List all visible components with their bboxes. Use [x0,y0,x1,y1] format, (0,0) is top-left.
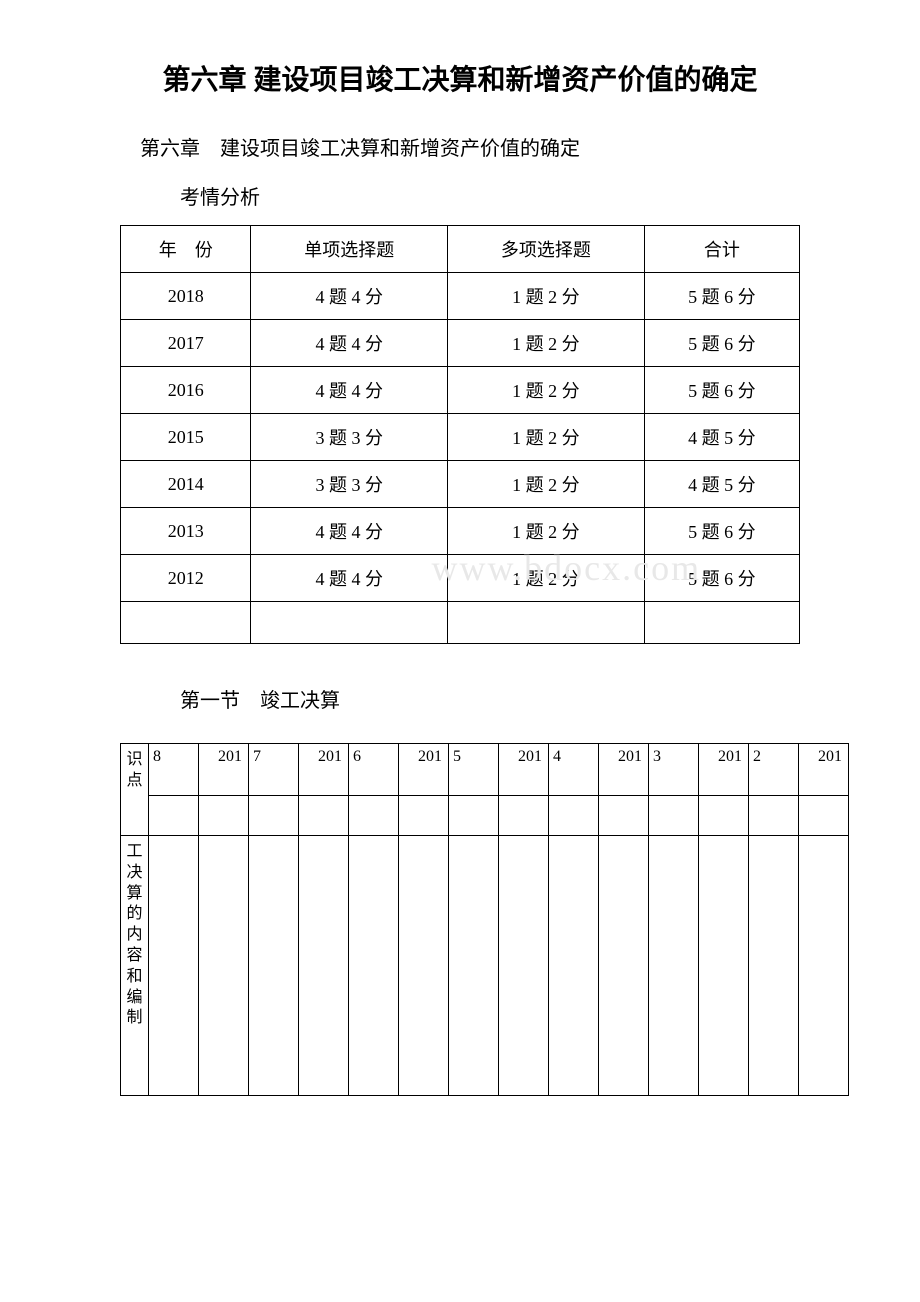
table-row: 工决算的内容和编制 [121,836,849,1096]
empty-cell [549,796,599,836]
empty-cell [649,836,699,1096]
year-prefix-cell: 201 [599,744,649,796]
table-row: 20164 题 4 分1 题 2 分5 题 6 分 [121,367,800,414]
table-row: 识点 8 201 7 201 6 201 5 201 4 201 3 201 2… [121,744,849,796]
table-cell: 3 题 3 分 [251,461,448,508]
table-cell: 1 题 2 分 [448,367,645,414]
empty-cell [499,796,549,836]
table-header: 单项选择题 [251,226,448,273]
empty-cell [449,796,499,836]
year-suffix-cell: 4 [549,744,599,796]
analysis-label: 考情分析 [180,181,840,210]
table-row: 20124 题 4 分www.bdocx.com1 题 2 分5 题 6 分 [121,555,800,602]
empty-cell [349,796,399,836]
empty-cell [699,836,749,1096]
table-cell: 4 题 4 分 [251,273,448,320]
table-cell: 4 题 4 分www.bdocx.com [251,555,448,602]
year-suffix-cell: 3 [649,744,699,796]
table-cell: 1 题 2 分 [448,555,645,602]
table-cell: 2018 [121,273,251,320]
table-cell: 4 题 4 分 [251,367,448,414]
table-cell: 2012 [121,555,251,602]
empty-cell [749,836,799,1096]
year-suffix-cell: 2 [749,744,799,796]
empty-cell [749,796,799,836]
table-cell: 5 题 6 分 [644,508,799,555]
empty-cell [649,796,699,836]
table-row: 20153 题 3 分1 题 2 分4 题 5 分 [121,414,800,461]
table-header: 多项选择题 [448,226,645,273]
year-prefix-cell: 201 [299,744,349,796]
analysis-table: 年 份 单项选择题 多项选择题 合计 20184 题 4 分1 题 2 分5 题… [120,225,800,644]
table-cell [448,602,645,644]
year-suffix-cell: 5 [449,744,499,796]
knowledge-table: 识点 8 201 7 201 6 201 5 201 4 201 3 201 2… [120,743,849,1096]
analysis-table-body: 20184 题 4 分1 题 2 分5 题 6 分20174 题 4 分1 题 … [121,273,800,644]
table-cell: 2013 [121,508,251,555]
year-prefix-cell: 201 [699,744,749,796]
table-cell: 2015 [121,414,251,461]
empty-cell [799,796,849,836]
year-prefix-cell: 201 [199,744,249,796]
empty-cell [549,836,599,1096]
table-cell: 4 题 4 分 [251,320,448,367]
main-title: 第六章 建设项目竣工决算和新增资产价值的确定 [80,60,840,102]
table-cell: 2016 [121,367,251,414]
table-row [121,602,800,644]
year-suffix-cell: 7 [249,744,299,796]
empty-cell [599,796,649,836]
chapter-subtitle: 第六章 建设项目竣工决算和新增资产价值的确定 [140,132,840,161]
table-cell: 2014 [121,461,251,508]
table-cell: 4 题 5 分 [644,461,799,508]
year-prefix-cell: 201 [799,744,849,796]
empty-cell [449,836,499,1096]
table-cell: 2017 [121,320,251,367]
table-cell: 1 题 2 分 [448,414,645,461]
year-suffix-cell: 6 [349,744,399,796]
table-row: 20174 题 4 分1 题 2 分5 题 6 分 [121,320,800,367]
year-suffix-cell: 8 [149,744,199,796]
table-cell: 5 题 6 分 [644,320,799,367]
table-row: 20184 题 4 分1 题 2 分5 题 6 分 [121,273,800,320]
table-cell: 1 题 2 分 [448,320,645,367]
empty-cell [149,796,199,836]
empty-cell [149,836,199,1096]
empty-cell [399,796,449,836]
table-header-row: 年 份 单项选择题 多项选择题 合计 [121,226,800,273]
table-row [121,796,849,836]
empty-cell [699,796,749,836]
table-cell: 4 题 5 分 [644,414,799,461]
row-header-cell: 识点 [121,744,149,836]
empty-cell [199,796,249,836]
table-header: 合计 [644,226,799,273]
empty-cell [249,796,299,836]
table-cell: 1 题 2 分 [448,461,645,508]
empty-cell [199,836,249,1096]
table-cell: 4 题 4 分 [251,508,448,555]
empty-cell [399,836,449,1096]
table-cell: 3 题 3 分 [251,414,448,461]
table-cell: 5 题 6 分 [644,367,799,414]
empty-cell [599,836,649,1096]
empty-cell [499,836,549,1096]
table-cell [121,602,251,644]
table-cell: 1 题 2 分 [448,508,645,555]
empty-cell [799,836,849,1096]
section-one-title: 第一节 竣工决算 [180,684,840,713]
year-prefix-cell: 201 [499,744,549,796]
row-header-cell: 工决算的内容和编制 [121,836,149,1096]
table-row: 20143 题 3 分1 题 2 分4 题 5 分 [121,461,800,508]
table-cell [644,602,799,644]
empty-cell [299,796,349,836]
empty-cell [349,836,399,1096]
table-cell: 5 题 6 分 [644,273,799,320]
table-header: 年 份 [121,226,251,273]
table-row: 20134 题 4 分1 题 2 分5 题 6 分 [121,508,800,555]
table-cell: 5 题 6 分 [644,555,799,602]
table-cell [251,602,448,644]
year-prefix-cell: 201 [399,744,449,796]
empty-cell [249,836,299,1096]
empty-cell [299,836,349,1096]
table-cell: 1 题 2 分 [448,273,645,320]
